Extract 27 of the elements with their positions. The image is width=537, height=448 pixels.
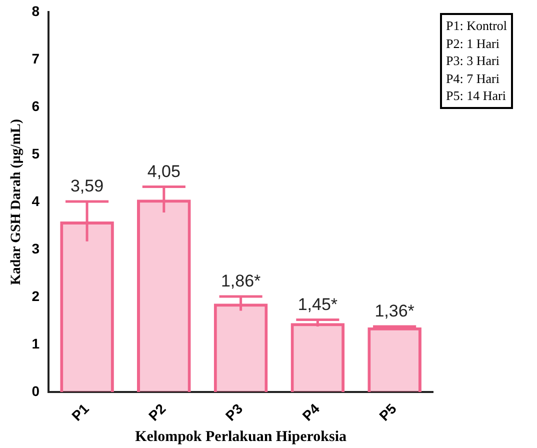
text: P2: 1 Hari: [446, 34, 500, 52]
y-tick-label: 8: [32, 2, 40, 19]
bar: [368, 327, 422, 392]
y-tick-label: 2: [32, 288, 40, 304]
data-label: 1,36*: [374, 302, 415, 321]
text: P4: 7 Hari: [446, 70, 500, 87]
y-axis-title: Kadar GSH Darah (µg/mL): [9, 118, 24, 286]
y-tick-label: 6: [32, 98, 40, 114]
x-tick-label: P5: [376, 400, 400, 424]
y-tick-label: 7: [32, 50, 40, 66]
x-axis-title: Kelompok Perlakuan Hiperoksia: [135, 428, 347, 445]
y-tick-label: 4: [32, 192, 40, 209]
x-tick-label: P3: [222, 400, 246, 424]
x-tick-label: P2: [145, 400, 169, 424]
data-label: 1,86*: [220, 272, 262, 291]
text: P3: 3 Hari: [446, 52, 500, 70]
y-tick-label: 5: [32, 145, 40, 162]
text: P5: 14 Hari: [446, 87, 507, 104]
y-tick-label: 3: [32, 240, 40, 256]
text: P1: Kontrol: [446, 17, 508, 34]
x-tick-label: P1: [68, 400, 92, 424]
x-tick-label: P4: [299, 400, 323, 424]
y-tick-label: 1: [32, 335, 40, 352]
data-label: 3,59: [70, 176, 104, 196]
data-label: 4,05: [147, 162, 180, 181]
data-label: 1,45*: [298, 294, 338, 314]
y-tick-label: 0: [32, 382, 40, 399]
